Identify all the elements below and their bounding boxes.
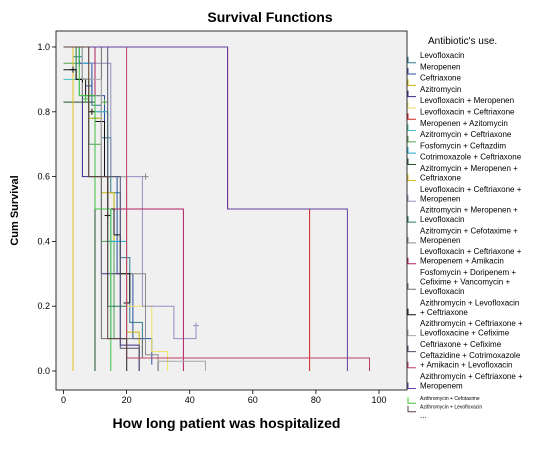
- legend-label: Levofloxacin + Meropenen: [420, 96, 514, 105]
- legend-label: Azitromycin + Meropenen + Levofloxacin: [420, 206, 518, 225]
- y-tick-label: 1.0: [37, 42, 50, 52]
- y-tick-label: 0.2: [37, 301, 50, 311]
- plot-area: [55, 30, 408, 391]
- legend-title: Antibiotic's use.: [428, 36, 497, 47]
- legend-items: Levofloxacin Meropenen Ceftriaxone Azitromy…: [407, 51, 523, 420]
- legend-swatch: [407, 361, 416, 369]
- legend-label: Azithromycin + Cefotaxime: [420, 396, 480, 402]
- legend-swatch: [407, 90, 416, 98]
- tick-labels: 0 20 40 60 80 100 0.0 0.2 0.4 0.6 0.8 1.0: [37, 42, 386, 405]
- legend-more: ...: [420, 411, 427, 420]
- legend-swatch: [407, 397, 416, 404]
- y-tick-label: 0.0: [37, 366, 50, 376]
- legend-label: Fosfomycin + Ceftazdim: [420, 141, 506, 150]
- legend-label: Levofloxacin + Ceftriaxone + Meropenem + …: [420, 247, 522, 266]
- censor-mark: [82, 95, 89, 102]
- legend: Antibiotic's use. Levofloxacin Meropenen C…: [407, 36, 523, 420]
- legend-label: Azitromycin + Cefotaxime + Meropenen: [420, 226, 518, 245]
- censor-mark: [142, 173, 149, 180]
- legend-swatch: [407, 283, 416, 290]
- legend-label: Azithromycin + Levofloxacin + Ceftriaxone: [420, 298, 519, 317]
- legend-label: Ceftazidine + Cotrimoxazole + Amikacin + …: [420, 351, 521, 370]
- legend-swatch: [407, 236, 416, 244]
- x-tick-label: 20: [122, 395, 132, 405]
- legend-swatch: [407, 308, 416, 316]
- legend-swatch: [407, 113, 416, 120]
- chart-title: Survival Functions: [207, 9, 332, 25]
- x-tick-label: 40: [185, 395, 195, 405]
- legend-swatch: [407, 195, 416, 202]
- censor-mark: [101, 99, 108, 106]
- censor-mark: [69, 66, 76, 73]
- survival-curves: [63, 46, 370, 371]
- legend-swatch: [407, 135, 416, 143]
- legend-label: Levofloxacin + Ceftriaxone: [420, 108, 515, 117]
- legend-swatch: [407, 329, 416, 337]
- x-tick-label: 60: [248, 395, 258, 405]
- series-line: [63, 46, 348, 371]
- legend-label: Azithromycin + Levofloxacin: [420, 404, 482, 410]
- legend-label: Meropenen: [420, 62, 460, 71]
- legend-label: Azitromycin: [420, 85, 461, 94]
- legend-swatch: [407, 68, 416, 75]
- legend-label: Levofloxacin + Ceftriaxone + Meropenen: [420, 185, 522, 204]
- censor-mark: [88, 108, 95, 115]
- legend-swatch: [407, 345, 416, 353]
- axis-ticks: [52, 46, 380, 394]
- series-line: [63, 46, 128, 371]
- legend-label: Azithromycin + Ceftriaxone + Meropenem: [420, 372, 523, 391]
- legend-swatch: [407, 101, 416, 109]
- y-tick-label: 0.4: [37, 236, 50, 246]
- legend-swatch: [407, 216, 416, 223]
- legend-swatch: [407, 124, 416, 132]
- y-tick-label: 0.8: [37, 107, 50, 117]
- legend-swatch: [407, 405, 416, 413]
- legend-label: Fosfomycin + Doripenem + Cefixime + Vanco…: [420, 268, 516, 296]
- censor-mark: [193, 322, 200, 329]
- legend-swatch: [407, 158, 416, 165]
- legend-label: Ceftriaxone + Cefixime: [420, 340, 502, 349]
- x-tick-label: 80: [311, 395, 321, 405]
- legend-label: Azitromycin + Ceftriaxone: [420, 130, 512, 139]
- legend-swatch: [407, 382, 416, 389]
- legend-swatch: [407, 79, 416, 86]
- legend-swatch: [407, 56, 416, 64]
- x-tick-label: 0: [61, 395, 66, 405]
- legend-label: Meropenen + Azitomycin: [420, 119, 508, 128]
- y-tick-label: 0.6: [37, 172, 50, 182]
- legend-label: Levofloxacin: [420, 51, 464, 60]
- legend-label: Azithromycin + Ceftriaxone + Levofloxacin…: [420, 319, 523, 338]
- legend-swatch: [407, 257, 416, 265]
- legend-swatch: [407, 174, 416, 181]
- legend-label: Azitromycin + Meropenen + Ceftriaxone: [420, 164, 518, 183]
- x-axis-title: How long patient was hospitalized: [113, 415, 341, 431]
- legend-label: Cotrimoxazole + Ceftriaxone: [420, 153, 522, 162]
- legend-swatch: [407, 147, 416, 154]
- y-axis-title: Cum Survival: [9, 175, 21, 245]
- legend-label: Ceftriaxone: [420, 74, 461, 83]
- x-tick-label: 100: [371, 395, 386, 405]
